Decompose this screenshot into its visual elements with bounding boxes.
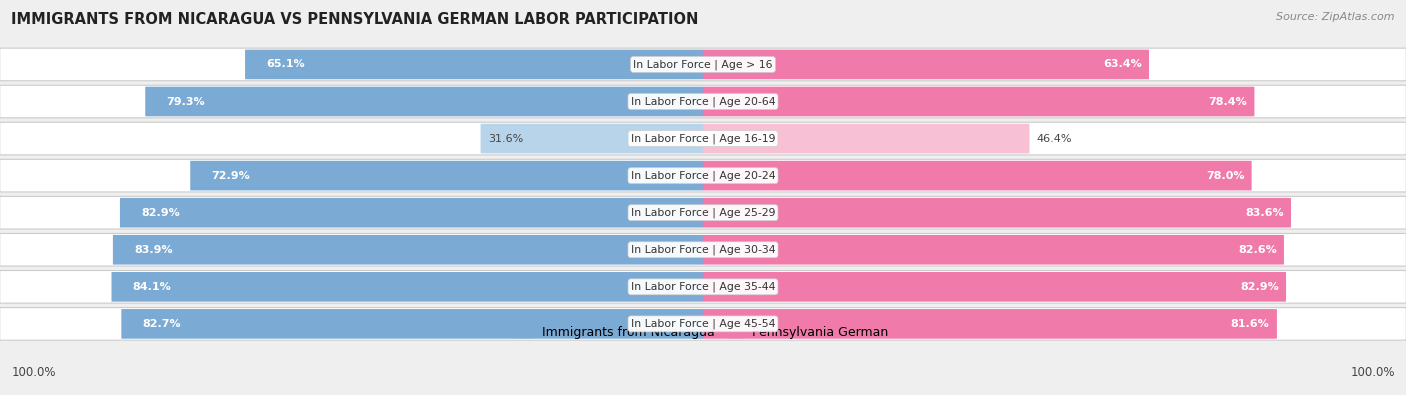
FancyBboxPatch shape [0, 308, 1406, 340]
Legend: Immigrants from Nicaragua, Pennsylvania German: Immigrants from Nicaragua, Pennsylvania … [512, 322, 894, 344]
Text: 78.0%: 78.0% [1206, 171, 1244, 181]
FancyBboxPatch shape [703, 87, 1254, 117]
Text: 83.9%: 83.9% [134, 245, 173, 255]
FancyBboxPatch shape [190, 161, 703, 190]
FancyBboxPatch shape [0, 48, 1406, 81]
FancyBboxPatch shape [703, 272, 1286, 302]
Text: 31.6%: 31.6% [488, 134, 523, 143]
Text: In Labor Force | Age > 16: In Labor Force | Age > 16 [633, 59, 773, 70]
FancyBboxPatch shape [0, 233, 1406, 266]
Text: 46.4%: 46.4% [1036, 134, 1071, 143]
FancyBboxPatch shape [112, 235, 703, 265]
Text: 82.9%: 82.9% [141, 208, 180, 218]
FancyBboxPatch shape [0, 196, 1406, 229]
Text: In Labor Force | Age 20-64: In Labor Force | Age 20-64 [631, 96, 775, 107]
FancyBboxPatch shape [0, 122, 1406, 155]
Text: 72.9%: 72.9% [211, 171, 250, 181]
FancyBboxPatch shape [703, 309, 1277, 339]
Text: 100.0%: 100.0% [11, 366, 56, 379]
Text: In Labor Force | Age 16-19: In Labor Force | Age 16-19 [631, 134, 775, 144]
Text: IMMIGRANTS FROM NICARAGUA VS PENNSYLVANIA GERMAN LABOR PARTICIPATION: IMMIGRANTS FROM NICARAGUA VS PENNSYLVANI… [11, 12, 699, 27]
Text: 82.6%: 82.6% [1237, 245, 1277, 255]
Text: 78.4%: 78.4% [1208, 96, 1247, 107]
Text: 84.1%: 84.1% [134, 282, 172, 292]
FancyBboxPatch shape [481, 124, 703, 153]
Text: In Labor Force | Age 20-24: In Labor Force | Age 20-24 [631, 170, 775, 181]
FancyBboxPatch shape [0, 159, 1406, 192]
FancyBboxPatch shape [145, 87, 703, 117]
FancyBboxPatch shape [120, 198, 703, 228]
FancyBboxPatch shape [0, 271, 1406, 303]
Text: 65.1%: 65.1% [267, 60, 305, 70]
FancyBboxPatch shape [703, 124, 1029, 153]
Text: 63.4%: 63.4% [1102, 60, 1142, 70]
FancyBboxPatch shape [245, 50, 703, 79]
Text: In Labor Force | Age 35-44: In Labor Force | Age 35-44 [631, 282, 775, 292]
Text: 82.9%: 82.9% [1240, 282, 1279, 292]
Text: In Labor Force | Age 25-29: In Labor Force | Age 25-29 [631, 207, 775, 218]
FancyBboxPatch shape [703, 235, 1284, 265]
Text: 100.0%: 100.0% [1350, 366, 1395, 379]
Text: In Labor Force | Age 30-34: In Labor Force | Age 30-34 [631, 245, 775, 255]
Text: 81.6%: 81.6% [1230, 319, 1270, 329]
FancyBboxPatch shape [0, 85, 1406, 118]
FancyBboxPatch shape [703, 198, 1291, 228]
FancyBboxPatch shape [703, 50, 1149, 79]
Text: Source: ZipAtlas.com: Source: ZipAtlas.com [1277, 12, 1395, 22]
FancyBboxPatch shape [703, 161, 1251, 190]
FancyBboxPatch shape [121, 309, 703, 339]
Text: 79.3%: 79.3% [166, 96, 205, 107]
Text: In Labor Force | Age 45-54: In Labor Force | Age 45-54 [631, 319, 775, 329]
Text: 83.6%: 83.6% [1246, 208, 1284, 218]
FancyBboxPatch shape [111, 272, 703, 302]
Text: 82.7%: 82.7% [142, 319, 181, 329]
